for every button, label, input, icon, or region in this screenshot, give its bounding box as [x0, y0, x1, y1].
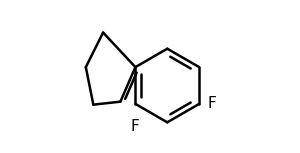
- Text: F: F: [130, 119, 139, 134]
- Text: F: F: [207, 96, 216, 111]
